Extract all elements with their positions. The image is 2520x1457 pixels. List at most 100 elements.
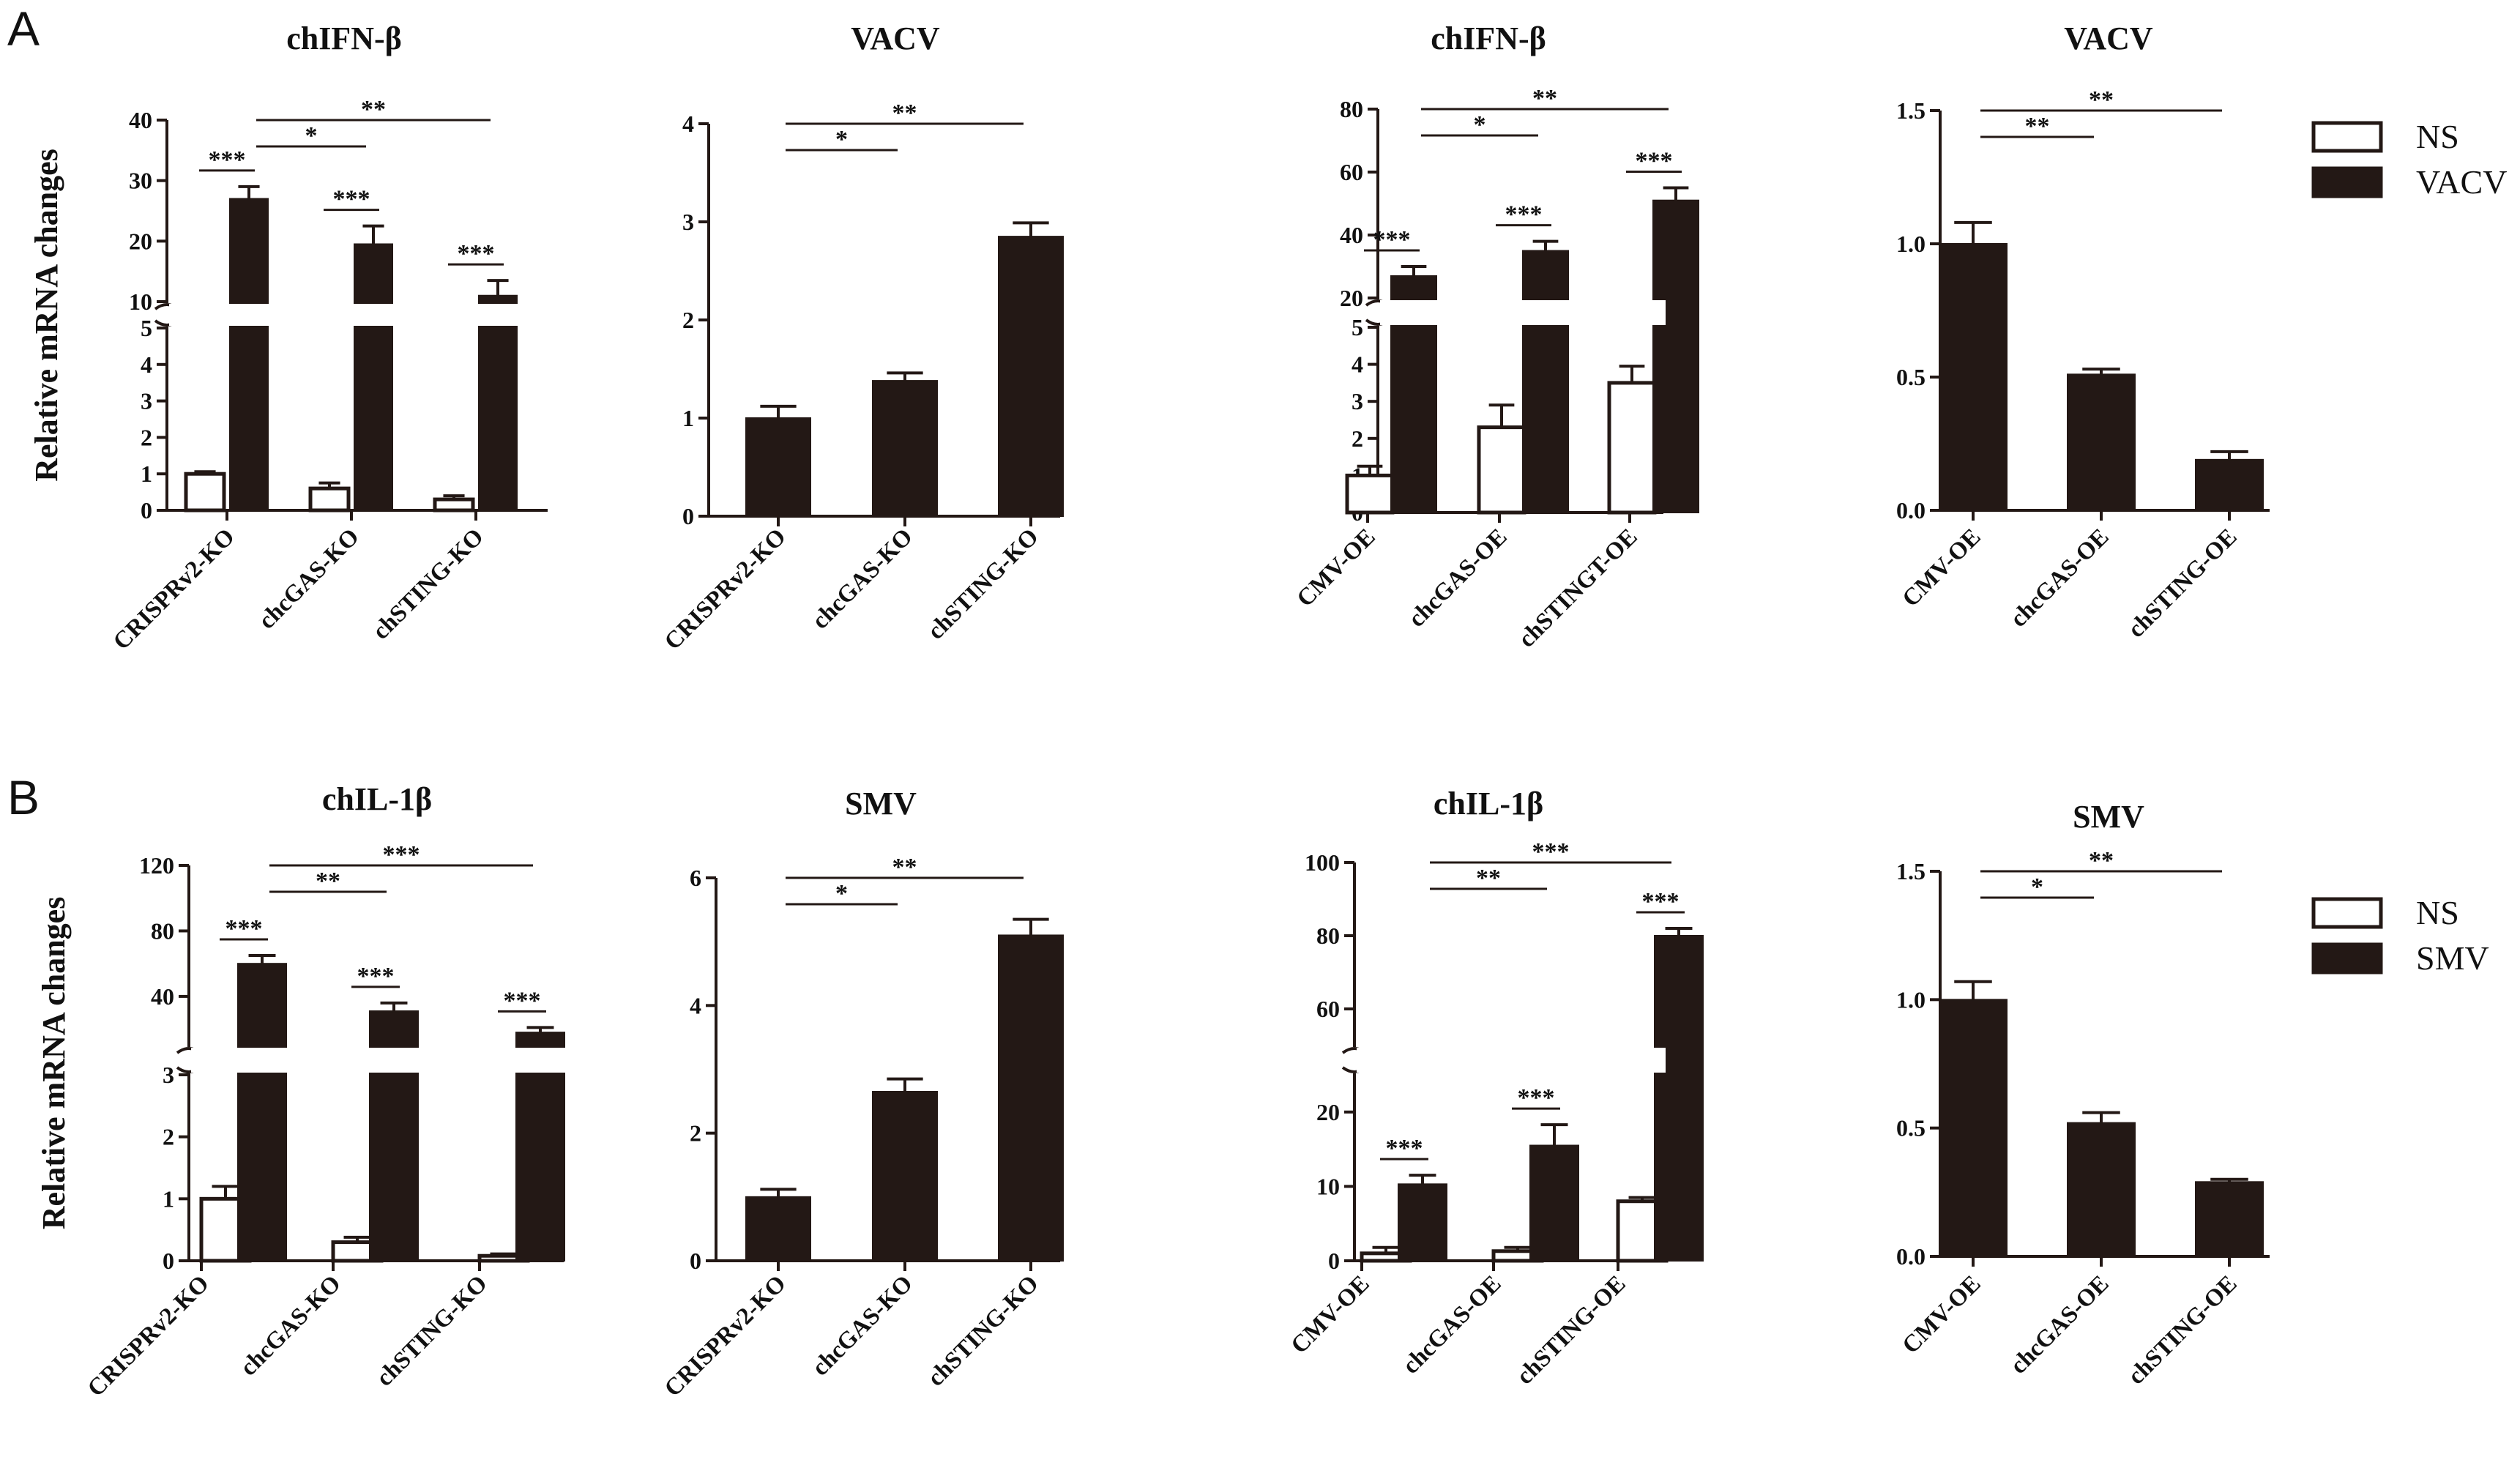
- significance-annotations: **************: [1380, 838, 1685, 1162]
- bar-smv-cmv-oe: [1398, 1183, 1447, 1262]
- bars: [745, 917, 1064, 1262]
- y-tick-label: 0: [1328, 1248, 1340, 1274]
- y-tick-label: 10: [1316, 1173, 1340, 1199]
- y-tick-label: 0.5: [1896, 364, 1926, 390]
- y-tick-label: 1: [141, 461, 152, 487]
- category-label: CRISPRv2-KO: [660, 523, 791, 655]
- significance-label: **: [2089, 86, 2114, 113]
- significance-label: *: [2031, 873, 2043, 901]
- legend-swatch-smv: [2311, 942, 2383, 975]
- y-tick-label: 4: [682, 111, 694, 137]
- bars: [1939, 980, 2264, 1258]
- significance-label: ***: [1518, 1084, 1555, 1111]
- category-label: chSTING-KO: [922, 523, 1043, 644]
- legend-label: SMV: [2416, 939, 2489, 977]
- category-label: chcGAS-KO: [235, 1270, 346, 1381]
- significance-label: ***: [1386, 1135, 1423, 1162]
- significance-label: ***: [209, 146, 246, 174]
- significance-label: *: [835, 126, 848, 153]
- legend-label: VACV: [2416, 163, 2507, 201]
- chart-7-chil-1: chIL-1β 0 10 20 60 80 100 CMV-OE chcGAS-OE chSTIN…: [1286, 786, 1704, 1390]
- bar-smv-chsting-oe: [1654, 935, 1704, 1262]
- y-tick-label: 0.0: [1896, 497, 1926, 523]
- y-tick-label: 60: [1316, 996, 1340, 1022]
- axis-break-gap: [169, 304, 550, 326]
- y-tick-label: 0: [682, 503, 694, 529]
- category-label: chSTING-KO: [371, 1270, 492, 1391]
- legend-label: NS: [2416, 118, 2459, 155]
- y-tick-label: 2: [682, 307, 694, 333]
- panel-letter-a: A: [7, 1, 40, 56]
- y-axis-label: Relative mRNA changes: [36, 897, 72, 1230]
- significance-label: **: [892, 854, 917, 881]
- bar-vacv-chcgas-oe: [1522, 250, 1569, 513]
- category-label: chSTING-KO: [368, 523, 488, 644]
- bar-smv-chsting-oe: [2195, 1181, 2264, 1257]
- bar-smv-crisprv2-ko: [745, 1196, 811, 1262]
- y-tick-label: 3: [163, 1062, 174, 1088]
- y-tick-label: 30: [129, 168, 152, 194]
- y-tick-label: 20: [1340, 285, 1363, 311]
- y-tick-label: 4: [141, 351, 152, 378]
- category-label: chcGAS-KO: [807, 1270, 917, 1381]
- y-tick-label: 4: [1352, 351, 1363, 378]
- chart-1-chifn: chIFN-β Relative mRNA changes 0 1 2 3 4 510 20 30…: [29, 21, 550, 655]
- axis-break-gap: [1380, 300, 1666, 325]
- bar-vacv-chcgas-oe: [2067, 373, 2136, 511]
- significance-label: **: [892, 100, 917, 127]
- y-tick-label: 3: [141, 388, 152, 414]
- bar-ns-crisprv2-ko: [184, 472, 226, 513]
- significance-label: **: [1476, 865, 1501, 892]
- bar-vacv-chsting-ko: [998, 236, 1064, 517]
- significance-label: **: [2025, 113, 2050, 140]
- chart-title: chIL-1β: [1434, 786, 1543, 821]
- y-tick-label: 40: [129, 107, 152, 133]
- y-axis-label: Relative mRNA changes: [29, 149, 64, 482]
- y-tick-label: 2: [141, 424, 152, 450]
- axis-break-gap: [1357, 1048, 1666, 1073]
- significance-label: ***: [1373, 226, 1411, 253]
- category-label: CRISPRv2-KO: [108, 523, 240, 655]
- chart-title: chIFN-β: [286, 21, 402, 56]
- chart-2-vacv: VACV 0 1 2 3 4 CRISPRv2-KO chcGAS-KO chSTING-KO *…: [660, 21, 1064, 655]
- y-tick-label: 20: [129, 228, 152, 254]
- bar-smv-chsting-ko: [998, 934, 1064, 1262]
- category-label: chcGAS-OE: [1403, 523, 1513, 633]
- bar-ns-cmv-oe: [1345, 473, 1395, 515]
- bar-ns-chcgas-ko: [308, 486, 351, 513]
- bar-vacv-chsting-ko: [478, 294, 518, 511]
- category-label: chcGAS-OE: [2005, 523, 2114, 633]
- y-tick-label: 3: [1352, 388, 1363, 414]
- chart-title: chIFN-β: [1431, 21, 1546, 56]
- y-tick-label: 6: [690, 865, 701, 891]
- category-label: CMV-OE: [1898, 523, 1986, 612]
- y-tick-label: 40: [1340, 222, 1363, 248]
- y-tick-label: 0: [163, 1248, 174, 1274]
- y-tick-label: 0: [141, 497, 152, 523]
- category-label: chcGAS-OE: [2005, 1270, 2114, 1379]
- legend-swatch-ns: [2311, 121, 2383, 153]
- significance-annotations: ***: [786, 854, 1024, 907]
- category-label: chcGAS-OE: [1398, 1270, 1507, 1379]
- y-tick-label: 2: [1352, 425, 1363, 452]
- significance-annotations: **************: [220, 841, 546, 1014]
- bar-vacv-crisprv2-ko: [229, 198, 269, 511]
- significance-label: ***: [1505, 201, 1543, 228]
- significance-annotations: ***: [786, 100, 1024, 153]
- bar-vacv-crisprv2-ko: [745, 417, 811, 517]
- significance-label: ***: [458, 240, 495, 267]
- y-tick-label: 5: [1352, 314, 1363, 340]
- significance-label: ***: [225, 915, 263, 942]
- y-tick-label: 1: [682, 405, 694, 431]
- y-tick-label: 20: [1316, 1099, 1340, 1125]
- significance-label: *: [835, 880, 848, 907]
- chart-8-smv: SMV 0.0 0.5 1.0 1.5 CMV-OE chcGAS-OE chSTING-OE…: [1896, 799, 2270, 1390]
- y-tick-label: 1.0: [1896, 231, 1926, 257]
- y-tick-label: 1: [163, 1185, 174, 1212]
- bar-smv-crisprv2-ko: [237, 963, 287, 1262]
- category-label: chSTING-OE: [2123, 1270, 2243, 1390]
- bar-smv-cmv-oe: [1939, 999, 2008, 1258]
- bar-vacv-chsting-oe: [2195, 458, 2264, 512]
- y-tick-label: 40: [151, 983, 174, 1010]
